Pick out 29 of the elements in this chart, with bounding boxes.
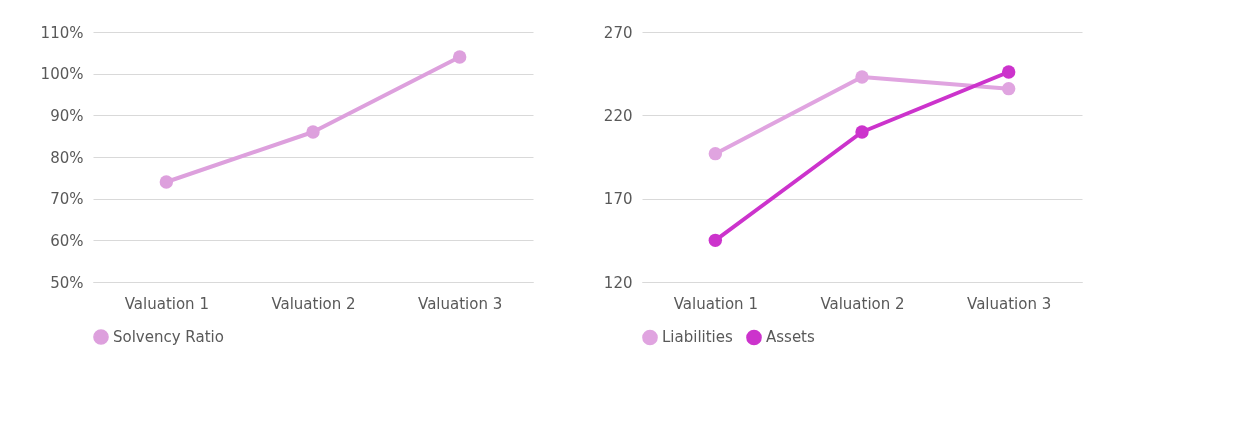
legend-label: Solvency Ratio — [113, 328, 224, 346]
x-tick-label: Valuation 2 — [820, 294, 905, 313]
point — [855, 125, 869, 139]
point — [159, 175, 174, 189]
point — [708, 146, 723, 161]
point — [306, 125, 320, 139]
point — [452, 50, 467, 64]
point — [708, 233, 723, 248]
point — [1001, 81, 1016, 96]
x-tick-label: Valuation 3 — [418, 294, 503, 313]
y-tick-label: 70% — [50, 190, 84, 209]
legend-label: Liabilities — [662, 328, 734, 347]
y-tick-label: 50% — [50, 273, 84, 292]
y-tick-label: 100% — [40, 65, 84, 84]
x-tick-label: Valuation 1 — [124, 294, 209, 313]
x-tick-label: Valuation 3 — [967, 294, 1052, 313]
y-tick-label: 270 — [603, 23, 633, 42]
y-tick-label: 60% — [50, 231, 84, 250]
point — [1001, 65, 1016, 79]
y-tick-label: 170 — [603, 190, 633, 209]
y-tick-label: 220 — [603, 106, 633, 125]
legend-label: Assets — [766, 328, 815, 347]
point — [855, 70, 869, 84]
y-tick-label: 80% — [50, 148, 84, 167]
y-tick-label: 90% — [50, 106, 84, 125]
x-tick-label: Valuation 1 — [673, 294, 758, 313]
x-tick-label: Valuation 2 — [271, 294, 356, 313]
y-tick-label: 110% — [40, 23, 84, 42]
y-tick-label: 120 — [603, 273, 633, 292]
